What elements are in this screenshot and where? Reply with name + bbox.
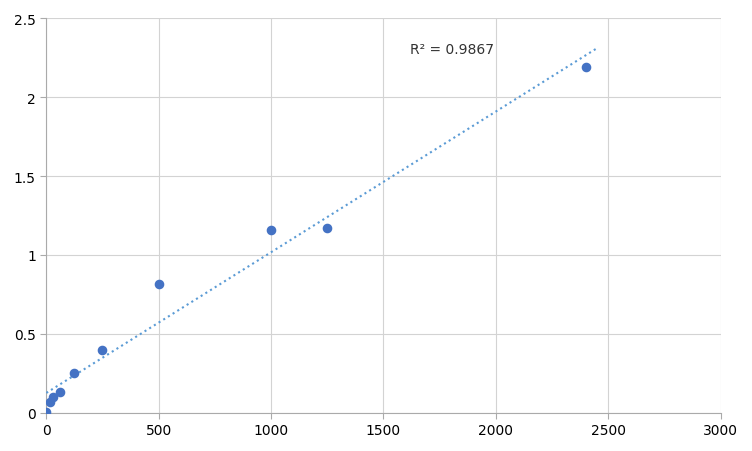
- Point: [265, 227, 277, 234]
- Point: [41, 409, 53, 416]
- Point: [96, 347, 108, 354]
- Point: [68, 370, 80, 377]
- Point: [321, 225, 333, 232]
- Point: [54, 389, 66, 396]
- Point: [580, 64, 592, 72]
- Point: [44, 399, 56, 406]
- Text: R² = 0.9867: R² = 0.9867: [411, 43, 494, 57]
- Point: [153, 281, 165, 288]
- Point: [47, 393, 59, 400]
